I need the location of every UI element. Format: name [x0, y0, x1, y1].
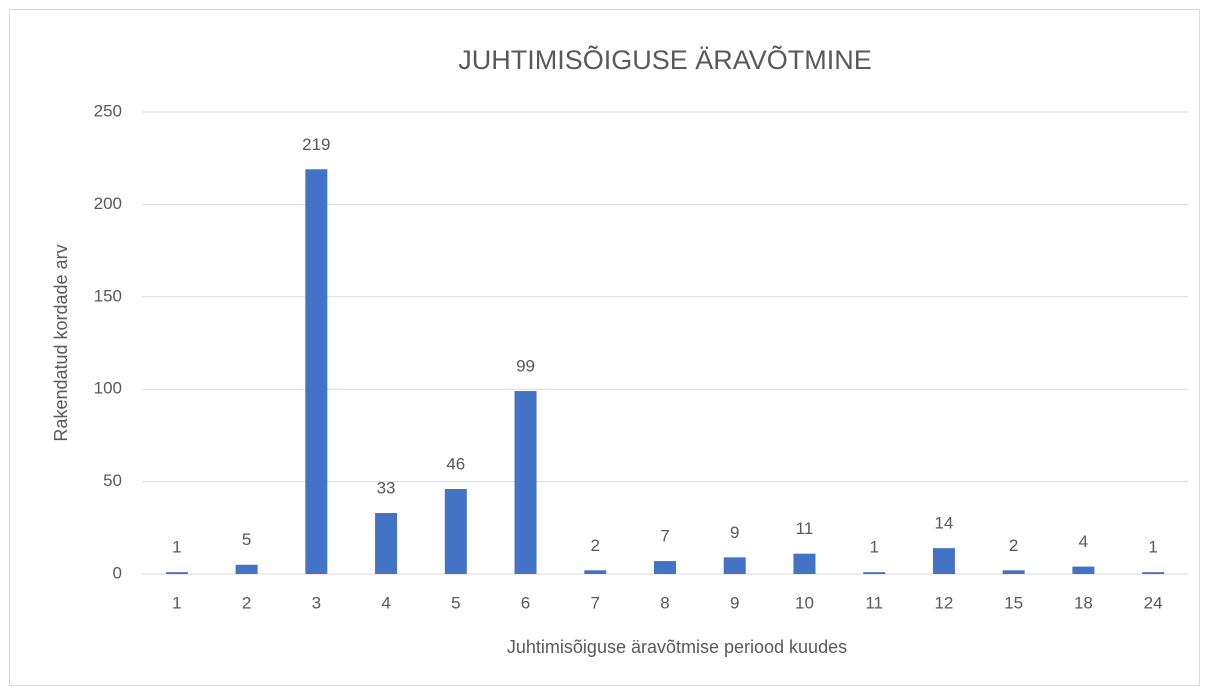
x-tick-label: 6	[521, 593, 530, 612]
x-tick-label: 10	[795, 593, 814, 612]
y-axis-title: Rakendatud kordade arv	[51, 244, 71, 441]
bar	[444, 488, 467, 574]
y-tick-label: 0	[113, 563, 122, 582]
bar	[514, 391, 537, 574]
x-tick-label: 12	[934, 593, 953, 612]
x-tick-label: 9	[730, 593, 739, 612]
x-tick-label: 3	[312, 593, 321, 612]
bar	[1002, 570, 1025, 574]
bar	[165, 572, 188, 574]
x-tick-label: 24	[1144, 593, 1163, 612]
data-label: 33	[377, 479, 396, 498]
bar	[793, 553, 816, 574]
data-label: 11	[796, 519, 814, 538]
x-tick-label: 8	[660, 593, 669, 612]
data-label: 7	[660, 527, 669, 546]
y-tick-label: 100	[94, 379, 122, 398]
bar	[723, 557, 746, 574]
x-tick-label: 7	[591, 593, 600, 612]
y-tick-label: 50	[103, 471, 122, 490]
data-label: 1	[172, 538, 181, 557]
data-label: 219	[302, 135, 330, 154]
data-label: 1	[1148, 538, 1157, 557]
data-label: 1	[869, 538, 878, 557]
data-label: 2	[1009, 536, 1018, 555]
bar	[1072, 566, 1095, 574]
y-tick-label: 150	[94, 286, 122, 305]
x-tick-label: 2	[242, 593, 251, 612]
x-axis-title: Juhtimisõiguse äravõtmise periood kuudes	[507, 637, 847, 657]
data-label: 14	[934, 514, 953, 533]
data-label: 5	[242, 530, 251, 549]
data-label: 46	[446, 454, 465, 473]
data-label: 2	[591, 536, 600, 555]
bar	[375, 513, 398, 574]
x-tick-label: 1	[172, 593, 181, 612]
x-tick-label: 5	[451, 593, 460, 612]
data-label: 9	[730, 523, 739, 542]
y-tick-label: 200	[94, 194, 122, 213]
bar	[932, 548, 955, 574]
x-tick-label: 4	[381, 593, 390, 612]
x-tick-label: 18	[1074, 593, 1093, 612]
bar	[235, 564, 258, 574]
chart-border	[9, 9, 1200, 686]
data-label: 99	[516, 357, 535, 376]
bar	[863, 572, 886, 574]
y-tick-label: 250	[94, 101, 122, 120]
data-label: 4	[1079, 532, 1088, 551]
bar	[1142, 572, 1165, 574]
bar	[654, 561, 676, 574]
chart-title: JUHTIMISÕIGUSE ÄRAVÕTMINE	[458, 44, 872, 75]
bar	[584, 570, 607, 574]
bar	[305, 169, 328, 574]
x-tick-label: 11	[865, 593, 883, 612]
x-tick-label: 15	[1004, 593, 1023, 612]
